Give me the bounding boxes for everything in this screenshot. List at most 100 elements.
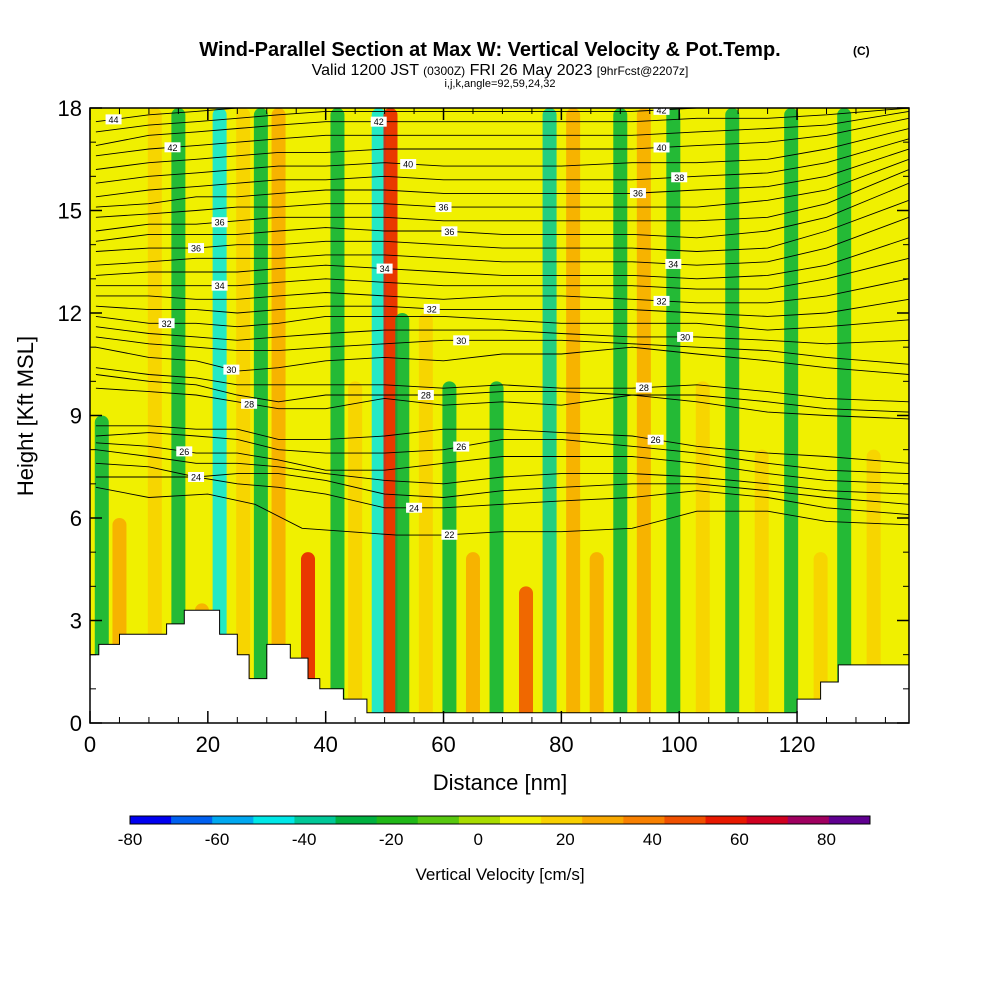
contour-label-22: 36 (439, 203, 449, 213)
contour-label-bg-20 (441, 226, 458, 237)
velocity-band-26 (695, 381, 710, 723)
colorbar-tick-label-0: -80 (118, 830, 143, 849)
colorbar-swatch-11 (582, 816, 624, 824)
contour-label-bg-21 (211, 217, 228, 228)
contour-label-bg-8 (417, 390, 434, 400)
contour-label-bg-5 (453, 441, 470, 452)
contour-label-9: 28 (639, 383, 649, 393)
subtitle-date: FRI 26 May 2023 (470, 62, 593, 79)
x-axis-label: Distance [nm] (433, 770, 568, 795)
colorbar-tick-label-7: 60 (730, 830, 749, 849)
contour-label-2: 24 (191, 473, 201, 483)
contour-label-24: 38 (674, 173, 684, 183)
colorbar-swatch-15 (746, 816, 789, 824)
terrain (90, 609, 909, 723)
colorbar-swatch-1 (171, 816, 213, 824)
x-tick-label-6: 120 (779, 732, 816, 757)
theta-contour-10 (95, 346, 909, 375)
contour-label-11: 30 (456, 336, 466, 346)
colorbar-tick-label-2: -40 (292, 830, 317, 849)
contour-label-12: 30 (680, 332, 690, 342)
contour-label-bg-18 (665, 258, 682, 269)
contour-label-bg-17 (376, 263, 393, 274)
colorbar-swatch-17 (828, 816, 871, 824)
colorbar-swatch-4 (294, 816, 337, 824)
theta-contour-18 (95, 216, 909, 266)
velocity-band-27 (725, 108, 740, 723)
colorbar-tick-label-6: 40 (643, 830, 662, 849)
velocity-band-8 (271, 108, 286, 723)
velocity-band-12 (371, 108, 386, 723)
velocity-band-19 (519, 586, 534, 723)
velocity-band-17 (465, 552, 480, 723)
theta-contour-27 (95, 110, 909, 157)
colorbar-swatch-9 (500, 816, 542, 824)
theta-contour-19 (95, 199, 909, 252)
theta-contour-16 (95, 257, 909, 290)
x-tick-label-0: 0 (84, 732, 96, 757)
colorbar-tick-label-3: -20 (379, 830, 404, 849)
theta-contour-23 (95, 148, 909, 208)
velocity-band-24 (636, 108, 651, 723)
contour-label-bg-0 (441, 529, 458, 540)
x-tick-label-2: 40 (313, 732, 337, 757)
contour-label-20: 36 (444, 227, 454, 237)
theta-contour-26 (95, 117, 909, 170)
contour-label-14: 32 (427, 304, 437, 314)
contour-label-bg-25 (400, 159, 417, 170)
y-tick-label-1: 3 (70, 609, 82, 634)
contour-label-4: 26 (179, 447, 189, 457)
theta-contour-8 (95, 374, 909, 413)
contour-label-bg-26 (653, 142, 670, 153)
contour-label-1: 24 (409, 503, 419, 513)
contour-label-8: 28 (421, 391, 431, 401)
y-tick-label-0: 0 (70, 711, 82, 736)
contour-label-30: 44 (109, 115, 119, 125)
colorbar-swatch-10 (541, 816, 583, 824)
contour-label-bg-14 (423, 303, 440, 314)
velocity-band-15 (418, 313, 433, 723)
velocity-band-20 (542, 108, 557, 723)
y-tick-label-4: 12 (58, 301, 82, 326)
theta-contour-3 (95, 449, 909, 495)
colorbar-swatch-5 (335, 816, 378, 824)
contour-label-bg-29 (653, 108, 670, 115)
contour-label-bg-12 (677, 331, 694, 342)
contour-label-bg-28 (370, 116, 387, 127)
theta-contour-14 (95, 298, 909, 317)
colorbar-frame (129, 815, 871, 825)
contour-label-0: 22 (444, 530, 454, 540)
chart-params: i,j,k,angle=92,59,24,32 (444, 78, 555, 90)
colorbar-swatch-13 (664, 816, 707, 824)
velocity-band-22 (589, 552, 604, 723)
contour-label-17: 34 (380, 264, 390, 274)
colorbar-swatch-8 (458, 816, 501, 824)
theta-contour-15 (95, 278, 909, 304)
colorbar: -80 -60 -40 -20 0 20 40 60 80 (118, 815, 871, 849)
contour-label-6: 26 (651, 435, 661, 445)
colorbar-swatch-6 (376, 816, 419, 824)
contour-label-bg-1 (406, 502, 423, 513)
contour-label-15: 32 (657, 296, 667, 306)
theta-contour-13 (95, 315, 909, 331)
velocity-band-13 (383, 108, 398, 723)
contour-label-25: 40 (403, 160, 413, 170)
velocity-band-10 (330, 108, 345, 723)
subtitle-fcst: [9hrFcst@2207z] (597, 64, 689, 78)
contour-label-bg-4 (176, 446, 193, 457)
contour-label-bg-22 (435, 202, 452, 213)
velocity-band-21 (566, 108, 581, 723)
theta-contour-11 (95, 336, 909, 365)
theta-contour-30 (95, 108, 909, 123)
contour-label-26: 40 (657, 143, 667, 153)
theta-contour-24 (95, 138, 909, 198)
contour-label-27: 42 (167, 143, 177, 153)
contour-label-bg-27 (164, 142, 181, 153)
contour-label-bg-24 (671, 172, 688, 183)
contour-label-21: 36 (215, 218, 225, 228)
colorbar-swatch-7 (417, 816, 460, 824)
velocity-band-16 (442, 381, 457, 723)
colorbar-swatch-0 (130, 816, 172, 824)
contour-label-bg-7 (241, 398, 258, 409)
